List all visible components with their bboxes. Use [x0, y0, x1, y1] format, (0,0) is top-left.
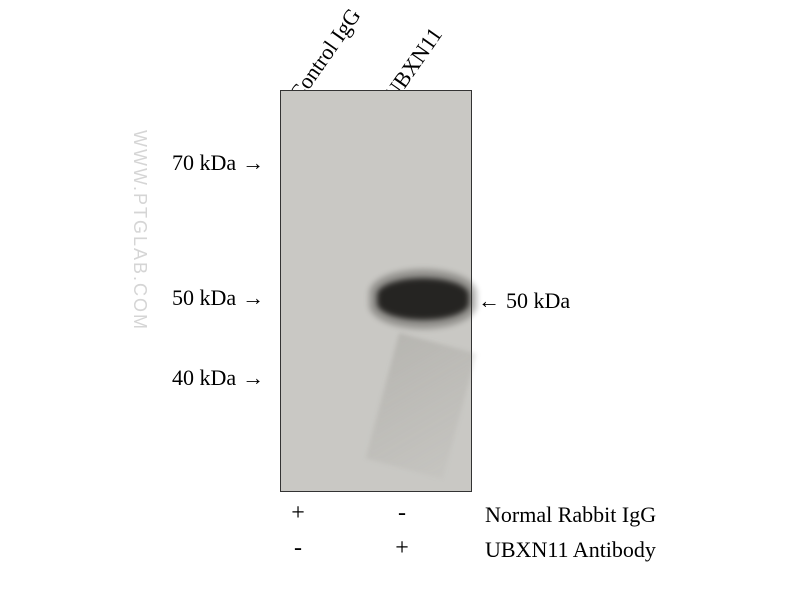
- mw-marker-70: 70 kDa: [172, 150, 264, 176]
- matrix-label-1: UBXN11 Antibody: [485, 537, 656, 563]
- mw-marker-40: 40 kDa: [172, 365, 264, 391]
- figure-container: WWW.PTGLAB.COM Control IgG UBXN11 70 kDa…: [0, 0, 800, 600]
- matrix-r1c1: +: [362, 535, 442, 562]
- matrix-label-0: Normal Rabbit IgG: [485, 502, 656, 528]
- mw-marker-50: 50 kDa: [172, 285, 264, 311]
- watermark-text: WWW.PTGLAB.COM: [129, 130, 150, 331]
- matrix-r0c0: +: [258, 500, 338, 527]
- blot-smear: [366, 333, 477, 479]
- mw-marker-right-50: 50 kDa: [478, 288, 570, 314]
- blot-membrane: [280, 90, 472, 492]
- matrix-r0c1: -: [362, 500, 442, 527]
- band-halo: [369, 269, 477, 329]
- matrix-r1c0: -: [258, 535, 338, 562]
